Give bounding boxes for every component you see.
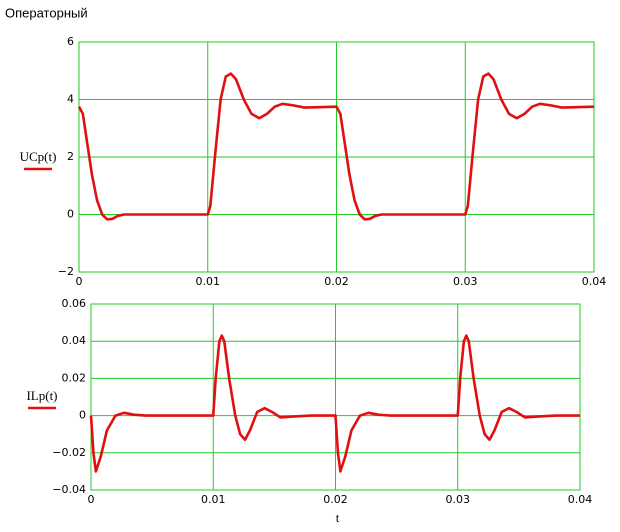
y-axis-label: ILp(t) xyxy=(26,388,57,403)
y-tick-label: −0.02 xyxy=(52,446,86,459)
x-tick-label: 0.04 xyxy=(568,493,593,506)
y-tick-label: 0 xyxy=(67,208,74,221)
x-tick-label: 0.04 xyxy=(582,275,607,288)
y-tick-label: 6 xyxy=(67,35,74,48)
y-tick-label: 0.04 xyxy=(62,334,87,347)
y-tick-label: 4 xyxy=(67,93,74,106)
x-tick-label: 0.03 xyxy=(446,493,471,506)
y-tick-label: 2 xyxy=(67,150,74,163)
x-tick-label: 0.01 xyxy=(196,275,221,288)
series-line xyxy=(89,334,580,473)
y-tick-label: −0.04 xyxy=(52,483,86,496)
x-tick-label: 0 xyxy=(76,275,83,288)
x-axis-label: t xyxy=(336,510,340,525)
y-axis-label: UCp(t) xyxy=(20,149,57,164)
y-tick-label: 0.02 xyxy=(62,371,87,384)
series-line xyxy=(77,72,595,221)
title: Операторный xyxy=(5,5,88,20)
y-tick-label: −2 xyxy=(58,265,74,278)
x-tick-label: 0.01 xyxy=(201,493,226,506)
x-tick-label: 0.03 xyxy=(453,275,478,288)
y-tick-label: 0.06 xyxy=(62,297,87,310)
x-tick-label: 0 xyxy=(88,493,95,506)
y-tick-label: 0 xyxy=(79,409,86,422)
x-tick-label: 0.02 xyxy=(324,275,349,288)
x-tick-label: 0.02 xyxy=(323,493,348,506)
